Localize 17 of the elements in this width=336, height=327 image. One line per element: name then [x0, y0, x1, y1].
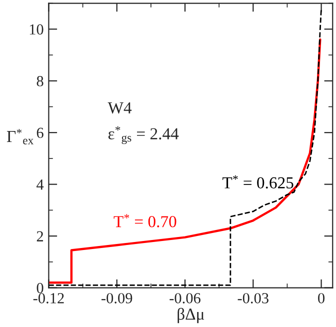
x-tick-label: -0.06: [170, 293, 200, 304]
y-tick-label: 8: [36, 76, 44, 86]
y-tick-label: 0: [36, 282, 44, 294]
y-tick-label: 2: [36, 231, 44, 242]
y-tick-label: 4: [36, 180, 44, 190]
y-tick-label: 10: [30, 24, 44, 35]
x-tick-label: 0: [318, 293, 325, 304]
series-label: T$^{*}$ = 0.70: [114, 214, 176, 228]
annotation: W4: [108, 102, 132, 114]
y-tick-label: 6: [36, 128, 44, 138]
x-tick-label: -0.12: [33, 293, 64, 304]
annotation: ε$^{*}$$_{gs}$ = 2.44: [108, 126, 179, 144]
x-axis-title: βΔμ: [178, 308, 204, 324]
x-tick-label: -0.03: [238, 293, 268, 304]
series-label: T$^{*}$ = 0.625: [222, 175, 294, 189]
x-tick-label: -0.09: [102, 293, 132, 304]
y-axis-title: Γ$^{*}$$_{ex}$: [6, 128, 34, 144]
